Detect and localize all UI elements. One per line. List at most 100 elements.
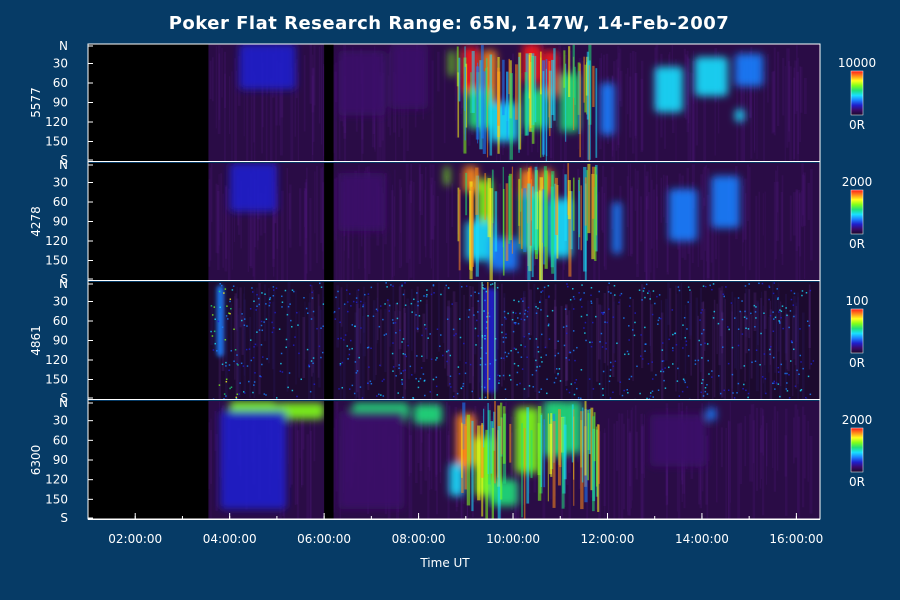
speckle xyxy=(778,320,780,322)
speckle xyxy=(451,303,453,305)
speckle xyxy=(699,319,701,321)
streak xyxy=(511,310,514,399)
ray xyxy=(592,416,595,512)
auroral-rays xyxy=(461,401,600,519)
ray xyxy=(543,166,547,247)
streak xyxy=(802,174,804,216)
streak xyxy=(706,194,710,280)
streak xyxy=(628,432,632,516)
speckle xyxy=(731,346,734,349)
ray xyxy=(527,183,531,280)
speckle xyxy=(242,365,245,367)
streak xyxy=(795,189,798,251)
streak xyxy=(318,46,321,124)
streak xyxy=(625,73,627,161)
streak xyxy=(777,282,780,352)
ray xyxy=(494,191,498,252)
speckle xyxy=(547,284,550,287)
speckle xyxy=(574,381,576,384)
speckle xyxy=(394,322,397,324)
ray xyxy=(518,178,521,244)
speckle xyxy=(502,341,505,343)
speckle xyxy=(347,358,349,360)
streak xyxy=(714,66,716,156)
ray xyxy=(482,71,486,154)
speckle xyxy=(253,346,255,348)
ray xyxy=(521,423,523,518)
speckle xyxy=(272,327,275,329)
speckle xyxy=(229,300,231,303)
speckle xyxy=(568,351,571,354)
speckle xyxy=(219,306,221,309)
speckle xyxy=(259,375,261,377)
speckle xyxy=(807,375,810,378)
ray xyxy=(580,411,584,510)
streak xyxy=(803,77,807,114)
streak xyxy=(342,304,346,399)
streak xyxy=(419,418,423,472)
streak xyxy=(636,189,639,265)
streak xyxy=(601,165,605,233)
speckle xyxy=(628,325,630,327)
speckle xyxy=(784,372,786,375)
speckle xyxy=(447,287,450,289)
speckle xyxy=(281,306,283,308)
streak xyxy=(305,188,307,255)
streak xyxy=(400,187,403,267)
speckle xyxy=(773,282,776,284)
streak xyxy=(447,179,450,278)
streak xyxy=(289,184,292,248)
speckle xyxy=(628,378,631,380)
streak xyxy=(446,306,450,376)
speckle xyxy=(356,370,359,372)
speckle xyxy=(677,286,680,288)
streak xyxy=(215,434,218,511)
feature-13 xyxy=(449,50,454,77)
streak xyxy=(687,72,690,124)
streak xyxy=(356,294,359,354)
speckle xyxy=(526,310,529,313)
streak xyxy=(687,58,691,161)
speckle xyxy=(311,297,314,299)
speckle xyxy=(422,373,425,375)
speckle xyxy=(456,392,459,395)
ray xyxy=(531,56,534,132)
speckle xyxy=(457,366,460,368)
speckle xyxy=(398,367,400,369)
streak xyxy=(720,427,723,468)
feature-14 xyxy=(706,407,717,421)
speckle xyxy=(225,365,227,367)
streak xyxy=(784,408,788,516)
streak xyxy=(267,288,270,364)
streak xyxy=(236,314,239,391)
streak xyxy=(760,407,763,453)
streak xyxy=(749,414,751,482)
speckle xyxy=(285,346,288,349)
speckle xyxy=(754,325,756,328)
speckle xyxy=(396,317,399,320)
streak xyxy=(756,302,759,346)
streak xyxy=(333,178,337,241)
speckle xyxy=(581,284,583,286)
y-tick-label: 150 xyxy=(45,492,68,506)
ray xyxy=(565,63,567,142)
speckle xyxy=(265,394,267,396)
speckle xyxy=(488,315,491,318)
speckle xyxy=(713,310,716,313)
speckle xyxy=(426,294,428,296)
speckle xyxy=(652,396,654,398)
streak xyxy=(217,190,220,271)
streak xyxy=(792,296,796,360)
streak xyxy=(249,173,253,269)
speckle xyxy=(435,376,438,379)
speckle xyxy=(704,386,707,389)
speckle xyxy=(452,395,455,398)
ray xyxy=(528,52,532,132)
speckle xyxy=(284,289,287,292)
x-tick-label: 12:00:00 xyxy=(581,532,635,546)
streak xyxy=(408,421,410,518)
speckle xyxy=(678,289,681,292)
speckle xyxy=(225,378,228,381)
streak xyxy=(708,401,710,462)
speckle xyxy=(557,352,560,355)
